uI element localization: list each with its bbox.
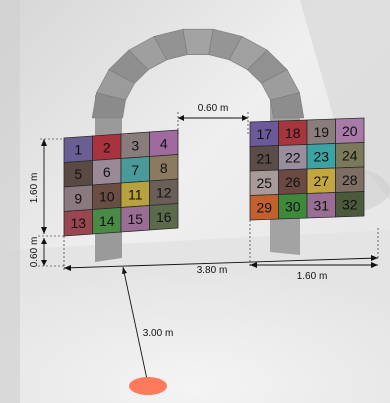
grid-cell xyxy=(149,203,179,231)
grid-cell-number: 29 xyxy=(256,199,272,215)
grid-cell-number: 16 xyxy=(156,209,172,225)
left-wall-shade xyxy=(0,0,20,403)
grid-cell-number: 23 xyxy=(313,148,329,164)
gap-label: 0.60 m xyxy=(198,103,229,114)
grid-cell-number: 22 xyxy=(285,149,301,165)
total-width-label: 3.80 m xyxy=(197,265,228,276)
grid-cell-number: 10 xyxy=(99,188,115,204)
grid-cell-number: 20 xyxy=(342,123,358,139)
arch-block xyxy=(182,28,214,55)
grid-cell-number: 8 xyxy=(160,160,168,176)
grid-cell-number: 12 xyxy=(156,184,172,200)
elevation-label: 0.60 m xyxy=(29,237,40,268)
panel-height-dimension: 1.60 m xyxy=(29,138,64,234)
arch-blocks xyxy=(91,28,305,119)
grid-cell-number: 21 xyxy=(256,150,272,166)
grid-cell xyxy=(335,191,365,218)
grid-cell-number: 13 xyxy=(70,215,86,231)
grid-cell-number: 15 xyxy=(127,211,143,227)
grid-cell-number: 28 xyxy=(342,172,358,188)
grid-cell-number: 6 xyxy=(103,164,111,180)
grid-cell-number: 4 xyxy=(160,135,168,151)
grid-cell-number: 2 xyxy=(103,139,111,155)
grid-cell-number: 11 xyxy=(128,186,143,202)
viewing-distance-label: 3.00 m xyxy=(143,328,174,339)
grid-cell-number: 25 xyxy=(256,175,272,191)
grid-cell-number: 7 xyxy=(131,162,139,178)
grid-cell-number: 27 xyxy=(313,173,329,189)
grid-cell-number: 9 xyxy=(74,190,82,206)
grid-cell-number: 19 xyxy=(313,124,329,140)
grid-cell-number: 17 xyxy=(256,126,272,142)
viewer-position-marker xyxy=(129,377,167,395)
grid-cell-number: 30 xyxy=(285,198,301,214)
arch-block xyxy=(270,92,305,119)
grid-cell-number: 31 xyxy=(313,197,329,213)
panel-height-label: 1.60 m xyxy=(29,173,40,204)
right-panel-grid: 17 18 19 20 21 22 23 24 25 26 27 28 29 30 31 32 xyxy=(249,117,365,221)
grid-cell-number: 26 xyxy=(285,174,301,190)
grid-cell-number: 24 xyxy=(342,147,358,163)
total-width-dimension: 3.80 m xyxy=(63,228,379,276)
panel-width-label: 1.60 m xyxy=(297,271,328,282)
grid-cell-number: 14 xyxy=(99,213,115,229)
right-wall-shade xyxy=(300,0,390,200)
grid-cell-number: 1 xyxy=(74,141,82,157)
grid-cell-number: 3 xyxy=(131,137,139,153)
grid-cell-number: 18 xyxy=(285,125,301,141)
elevation-dimension: 0.60 m xyxy=(29,235,64,268)
floor xyxy=(0,230,390,403)
panel-width-dimension: 1.60 m xyxy=(249,220,378,282)
gap-dimension: 0.60 m xyxy=(177,103,249,134)
grid-cell-number: 5 xyxy=(74,166,82,182)
grid-cell-number: 32 xyxy=(342,196,358,212)
